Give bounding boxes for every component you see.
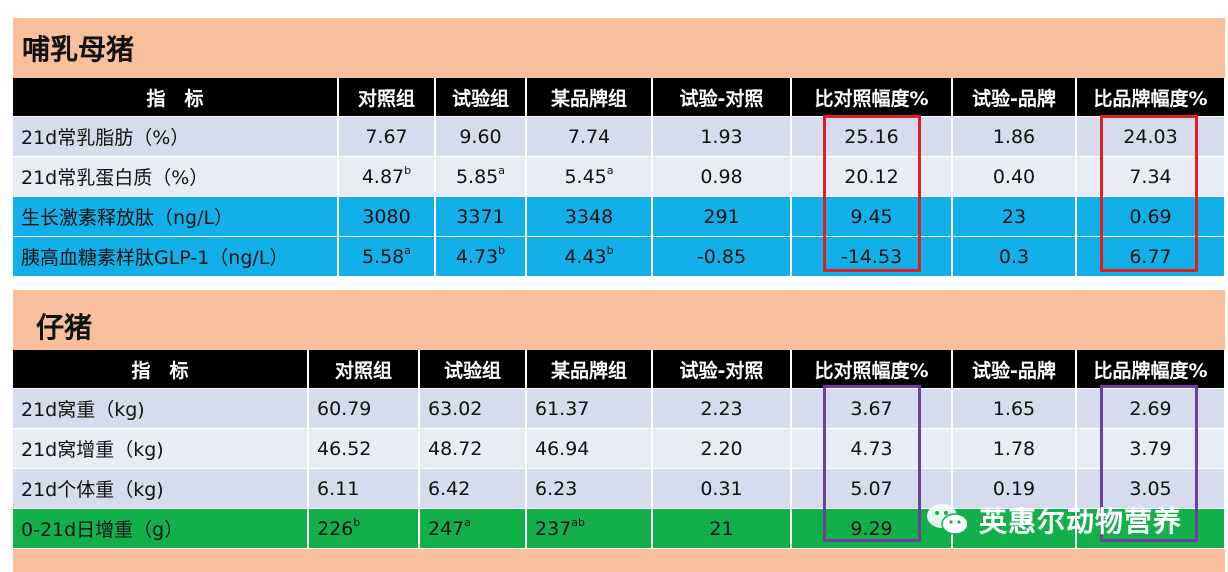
table-row: 21d常乳蛋白质（%） 4.87b 5.85a 5.45a 0.98 20.12…	[13, 156, 1226, 197]
cell-control: 7.67	[338, 116, 436, 157]
row-name: 21d个体重（kg)	[13, 468, 309, 509]
cell-trial: 3371	[435, 196, 527, 237]
cell-vs-control-pct: 9.45	[791, 196, 953, 237]
table-row: 21d个体重（kg) 6.11 6.42 6.23 0.31 5.07 0.19…	[13, 468, 1226, 509]
header-brand: 某品牌组	[526, 350, 653, 389]
cell-brand: 237ab	[526, 508, 653, 549]
cell-vs-brand-pct: 2.69	[1076, 388, 1226, 429]
row-name: 胰高血糖素样肽GLP-1（ng/L）	[13, 236, 339, 277]
header-control: 对照组	[338, 78, 436, 117]
table-row: 21d窝增重（kg) 46.52 48.72 46.94 2.20 4.73 1…	[13, 428, 1226, 469]
cell-vs-control-pct: 3.67	[791, 388, 953, 429]
cell-trial: 9.60	[435, 116, 527, 157]
cell-trial-minus-brand: 23	[952, 196, 1077, 237]
row-name: 0-21d日增重（g）	[13, 508, 309, 549]
row-name: 21d常乳蛋白质（%）	[13, 156, 339, 197]
header-trial: 试验组	[435, 78, 527, 117]
cell-control: 3080	[338, 196, 436, 237]
cell-trial-minus-brand: 1.78	[952, 428, 1077, 469]
cell-vs-control-pct: 4.73	[791, 428, 953, 469]
cell-trial-minus-brand: 1.86	[952, 116, 1077, 157]
piglets-section-title: 仔猪	[36, 311, 93, 344]
cell-brand: 4.43b	[526, 236, 653, 277]
cell-trial: 4.73b	[435, 236, 527, 277]
cell-vs-brand-pct: 7.34	[1076, 156, 1226, 197]
cell-trial-minus-control: 2.20	[652, 428, 792, 469]
sows-table: 指 标 对照组 试验组 某品牌组 试验-对照 比对照幅度% 试验-品牌 比品牌幅…	[13, 78, 1226, 277]
watermark: 英惠尔动物营养	[925, 500, 1182, 540]
table-row: 生长激素释放肽（ng/L） 3080 3371 3348 291 9.45 23…	[13, 196, 1226, 237]
cell-brand: 3348	[526, 196, 653, 237]
cell-brand: 7.74	[526, 116, 653, 157]
cell-vs-brand-pct: 6.77	[1076, 236, 1226, 277]
cell-vs-control-pct: 9.29	[791, 508, 953, 549]
cell-trial: 63.02	[419, 388, 527, 429]
cell-trial: 6.42	[419, 468, 527, 509]
cell-trial-minus-control: 2.23	[652, 388, 792, 429]
cell-vs-brand-pct: 3.79	[1076, 428, 1226, 469]
cell-brand: 5.45a	[526, 156, 653, 197]
header-control: 对照组	[308, 350, 420, 389]
table-row: 21d常乳脂肪（%） 7.67 9.60 7.74 1.93 25.16 1.8…	[13, 116, 1226, 157]
cell-vs-brand-pct: 0.69	[1076, 196, 1226, 237]
cell-trial-minus-brand: 0.19	[952, 468, 1077, 509]
cell-trial-minus-control: 0.31	[652, 468, 792, 509]
sows-section-title: 哺乳母猪	[22, 33, 135, 66]
cell-control: 226b	[308, 508, 420, 549]
cell-trial: 5.85a	[435, 156, 527, 197]
wechat-icon	[927, 504, 969, 535]
cell-brand: 6.23	[526, 468, 653, 509]
row-name: 21d窝增重（kg)	[13, 428, 309, 469]
cell-control: 6.11	[308, 468, 420, 509]
header-trial-minus-brand: 试验-品牌	[952, 78, 1077, 117]
header-trial: 试验组	[419, 350, 527, 389]
cell-control: 46.52	[308, 428, 420, 469]
cell-vs-control-pct: -14.53	[791, 236, 953, 277]
cell-trial-minus-control: -0.85	[652, 236, 792, 277]
sows-header-row: 指 标 对照组 试验组 某品牌组 试验-对照 比对照幅度% 试验-品牌 比品牌幅…	[13, 78, 1226, 117]
header-indicator: 指 标	[13, 350, 309, 389]
piglets-table: 指 标 对照组 试验组 某品牌组 试验-对照 比对照幅度% 试验-品牌 比品牌幅…	[13, 350, 1226, 549]
row-name: 21d常乳脂肪（%）	[13, 116, 339, 157]
cell-control: 4.87b	[338, 156, 436, 197]
table-row: 21d窝重（kg) 60.79 63.02 61.37 2.23 3.67 1.…	[13, 388, 1226, 429]
cell-brand: 46.94	[526, 428, 653, 469]
piglets-header-row: 指 标 对照组 试验组 某品牌组 试验-对照 比对照幅度% 试验-品牌 比品牌幅…	[13, 350, 1226, 389]
cell-trial: 48.72	[419, 428, 527, 469]
cell-trial-minus-control: 291	[652, 196, 792, 237]
header-vs-brand-pct: 比品牌幅度%	[1076, 78, 1226, 117]
cell-trial-minus-brand: 0.3	[952, 236, 1077, 277]
header-indicator: 指 标	[13, 78, 339, 117]
row-name: 21d窝重（kg)	[13, 388, 309, 429]
cell-brand: 61.37	[526, 388, 653, 429]
cell-trial-minus-brand: 1.65	[952, 388, 1077, 429]
header-trial-minus-control: 试验-对照	[652, 350, 792, 389]
cell-vs-control-pct: 20.12	[791, 156, 953, 197]
cell-control: 60.79	[308, 388, 420, 429]
cell-trial-minus-brand: 0.40	[952, 156, 1077, 197]
header-brand: 某品牌组	[526, 78, 653, 117]
cell-vs-brand-pct: 24.03	[1076, 116, 1226, 157]
cell-trial-minus-brand	[952, 508, 1077, 549]
cell-trial: 247a	[419, 508, 527, 549]
cell-control: 5.58a	[338, 236, 436, 277]
cell-vs-control-pct: 25.16	[791, 116, 953, 157]
cell-vs-control-pct: 5.07	[791, 468, 953, 509]
row-name: 生长激素释放肽（ng/L）	[13, 196, 339, 237]
cell-trial-minus-control: 0.98	[652, 156, 792, 197]
header-trial-minus-brand: 试验-品牌	[952, 350, 1077, 389]
header-vs-control-pct: 比对照幅度%	[791, 350, 953, 389]
header-vs-brand-pct: 比品牌幅度%	[1076, 350, 1226, 389]
header-trial-minus-control: 试验-对照	[652, 78, 792, 117]
header-vs-control-pct: 比对照幅度%	[791, 78, 953, 117]
cell-trial-minus-control: 21	[652, 508, 792, 549]
cell-trial-minus-control: 1.93	[652, 116, 792, 157]
watermark-text: 英惠尔动物营养	[979, 505, 1183, 538]
table-row: 胰高血糖素样肽GLP-1（ng/L） 5.58a 4.73b 4.43b -0.…	[13, 236, 1226, 277]
